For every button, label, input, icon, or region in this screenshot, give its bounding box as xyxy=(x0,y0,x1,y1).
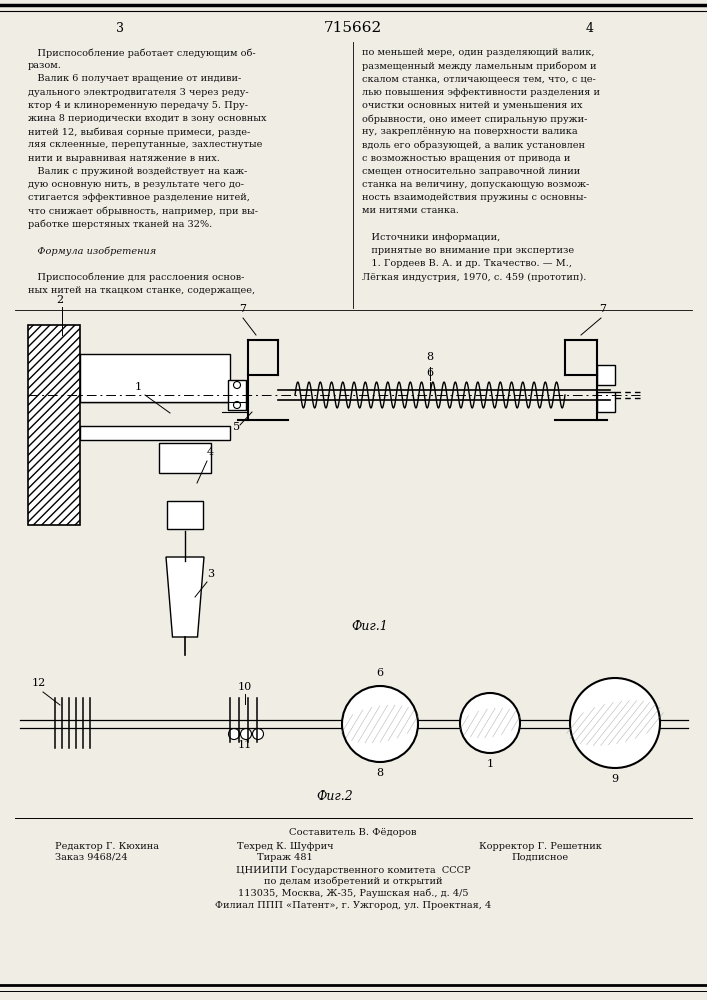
Circle shape xyxy=(240,728,252,740)
Text: ность взаимодействия пружины с основны-: ность взаимодействия пружины с основны- xyxy=(362,193,587,202)
Text: принятые во внимание при экспертизе: принятые во внимание при экспертизе xyxy=(362,246,574,255)
Text: 3: 3 xyxy=(116,21,124,34)
Text: Редактор Г. Кюхина: Редактор Г. Кюхина xyxy=(55,842,159,851)
Text: стигается эффективное разделение нитей,: стигается эффективное разделение нитей, xyxy=(28,193,250,202)
Text: скалом станка, отличающееся тем, что, с це-: скалом станка, отличающееся тем, что, с … xyxy=(362,74,596,83)
Text: 1: 1 xyxy=(486,759,493,769)
Text: ну, закреплённую на поверхности валика: ну, закреплённую на поверхности валика xyxy=(362,127,578,136)
Text: Формула изобретения: Формула изобретения xyxy=(28,246,156,255)
Text: 7: 7 xyxy=(600,304,607,314)
Text: Приспособление для расслоения основ-: Приспособление для расслоения основ- xyxy=(28,272,245,282)
Text: 715662: 715662 xyxy=(324,21,382,35)
Text: Техред К. Шуфрич: Техред К. Шуфрич xyxy=(237,842,333,851)
Bar xyxy=(28,325,80,525)
Text: Фиг.1: Фиг.1 xyxy=(351,620,388,633)
Bar xyxy=(597,392,615,412)
Text: ляя склеенные, перепутанные, захлестнутые: ляя склеенные, перепутанные, захлестнуты… xyxy=(28,140,262,149)
Bar xyxy=(167,501,203,529)
Text: лью повышения эффективности разделения и: лью повышения эффективности разделения и xyxy=(362,88,600,97)
Text: 9: 9 xyxy=(612,774,619,784)
Text: 10: 10 xyxy=(238,682,252,692)
Text: ЦНИИПИ Государственного комитета  СССР: ЦНИИПИ Государственного комитета СССР xyxy=(235,866,470,875)
Text: разом.: разом. xyxy=(28,61,62,70)
Bar xyxy=(80,354,230,402)
Text: Лёгкая индустрия, 1970, с. 459 (прототип).: Лёгкая индустрия, 1970, с. 459 (прототип… xyxy=(362,272,586,282)
Text: Валик с пружиной воздействует на каж-: Валик с пружиной воздействует на каж- xyxy=(28,167,247,176)
Bar xyxy=(159,443,211,473)
Text: Фиг.2: Фиг.2 xyxy=(317,790,354,803)
Text: 8: 8 xyxy=(376,768,384,778)
Text: дую основную нить, в результате чего до-: дую основную нить, в результате чего до- xyxy=(28,180,244,189)
Text: 3: 3 xyxy=(207,569,214,579)
Circle shape xyxy=(342,686,418,762)
Text: Подписное: Подписное xyxy=(511,853,568,862)
Text: 7: 7 xyxy=(240,304,247,314)
Text: Источники информации,: Источники информации, xyxy=(362,233,501,242)
Text: Филиал ППП «Патент», г. Ужгород, ул. Проектная, 4: Филиал ППП «Патент», г. Ужгород, ул. Про… xyxy=(215,901,491,910)
Text: Составитель В. Фёдоров: Составитель В. Фёдоров xyxy=(289,828,416,837)
Text: дуального электродвигателя 3 через реду-: дуального электродвигателя 3 через реду- xyxy=(28,88,249,97)
Text: жина 8 периодически входит в зону основных: жина 8 периодически входит в зону основн… xyxy=(28,114,267,123)
Bar xyxy=(80,426,230,440)
Text: 8: 8 xyxy=(426,352,433,362)
Text: Валик 6 получает вращение от индиви-: Валик 6 получает вращение от индиви- xyxy=(28,74,241,83)
Bar xyxy=(80,388,230,402)
Text: 1: 1 xyxy=(134,382,141,392)
Text: размещенный между ламельным прибором и: размещенный между ламельным прибором и xyxy=(362,61,597,71)
Text: станка на величину, допускающую возмож-: станка на величину, допускающую возмож- xyxy=(362,180,589,189)
Text: очистки основных нитей и уменьшения их: очистки основных нитей и уменьшения их xyxy=(362,101,583,110)
Text: нити и выравнивая натяжение в них.: нити и выравнивая натяжение в них. xyxy=(28,154,220,163)
Text: 2: 2 xyxy=(57,295,64,305)
Bar xyxy=(228,380,246,410)
Text: 6: 6 xyxy=(376,668,384,678)
Text: 4: 4 xyxy=(206,447,214,457)
Text: Приспособление работает следующим об-: Приспособление работает следующим об- xyxy=(28,48,256,57)
Text: вдоль его образующей, а валик установлен: вдоль его образующей, а валик установлен xyxy=(362,140,585,150)
Text: по делам изобретений и открытий: по делам изобретений и открытий xyxy=(264,877,443,886)
Text: Заказ 9468/24: Заказ 9468/24 xyxy=(55,853,128,862)
Circle shape xyxy=(228,728,240,740)
Text: 1. Гордеев В. А. и др. Ткачество. — М.,: 1. Гордеев В. А. и др. Ткачество. — М., xyxy=(362,259,572,268)
Text: ктор 4 и клиноременную передачу 5. Пру-: ктор 4 и клиноременную передачу 5. Пру- xyxy=(28,101,248,110)
Bar xyxy=(597,365,615,385)
Text: обрывности, оно имеет спиральную пружи-: обрывности, оно имеет спиральную пружи- xyxy=(362,114,588,123)
Text: нитей 12, выбивая сорные примеси, разде-: нитей 12, выбивая сорные примеси, разде- xyxy=(28,127,250,137)
Circle shape xyxy=(570,678,660,768)
Circle shape xyxy=(233,381,240,388)
Text: Корректор Г. Решетник: Корректор Г. Решетник xyxy=(479,842,602,851)
Text: 4: 4 xyxy=(586,21,594,34)
Text: ми нитями станка.: ми нитями станка. xyxy=(362,206,459,215)
Text: смещен относительно заправочной линии: смещен относительно заправочной линии xyxy=(362,167,580,176)
Circle shape xyxy=(460,693,520,753)
Text: 113035, Москва, Ж-35, Раушская наб., д. 4/5: 113035, Москва, Ж-35, Раушская наб., д. … xyxy=(238,889,468,898)
Text: 12: 12 xyxy=(32,678,46,688)
Text: ных нитей на ткацком станке, содержащее,: ных нитей на ткацком станке, содержащее, xyxy=(28,286,255,295)
Text: по меньшей мере, один разделяющий валик,: по меньшей мере, один разделяющий валик, xyxy=(362,48,595,57)
Polygon shape xyxy=(166,557,204,637)
Text: 11: 11 xyxy=(238,740,252,750)
Text: 5: 5 xyxy=(233,422,240,432)
Text: работке шерстяных тканей на 32%.: работке шерстяных тканей на 32%. xyxy=(28,220,212,229)
Text: с возможностью вращения от привода и: с возможностью вращения от привода и xyxy=(362,154,571,163)
Circle shape xyxy=(233,401,240,408)
Text: 6: 6 xyxy=(426,368,433,378)
Text: Тираж 481: Тираж 481 xyxy=(257,853,313,862)
Circle shape xyxy=(252,728,264,740)
Text: что снижает обрывность, например, при вы-: что снижает обрывность, например, при вы… xyxy=(28,206,258,216)
